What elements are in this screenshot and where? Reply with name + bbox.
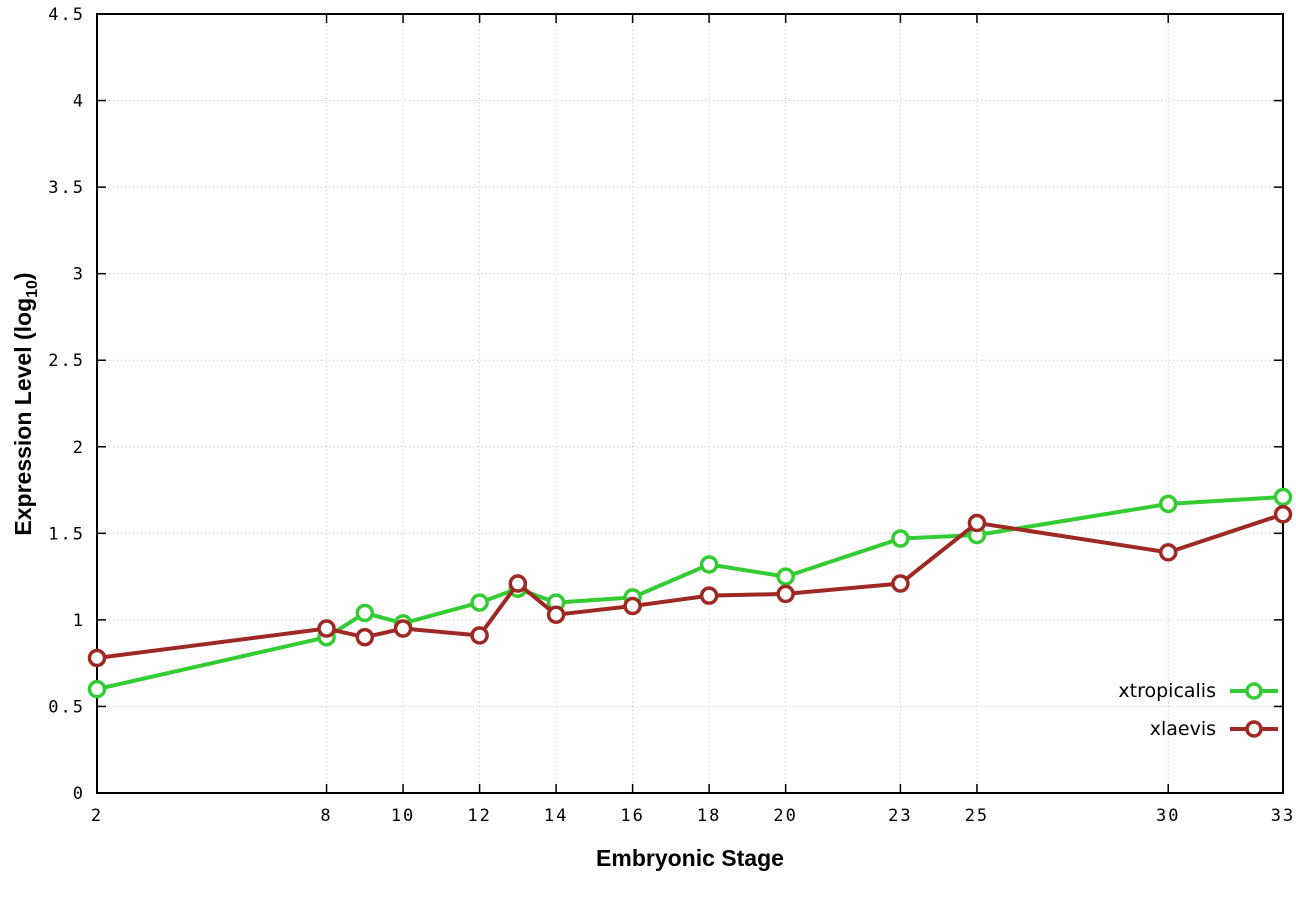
x-tick-label: 20 <box>773 806 797 826</box>
series-xlaevis <box>87 505 1293 668</box>
data-point-marker <box>355 627 375 647</box>
y-tick-label: 0.5 <box>48 697 85 717</box>
y-tick-label: 0 <box>73 784 85 804</box>
x-axis-title: Embryonic Stage <box>596 845 784 871</box>
legend-label: xlaevis <box>1149 718 1216 740</box>
data-point-marker <box>776 584 795 604</box>
data-point-marker <box>470 593 489 612</box>
x-tick-label: 30 <box>1156 806 1180 826</box>
data-point-marker <box>623 596 642 616</box>
data-point-marker <box>1158 494 1178 514</box>
legend-marker-icon <box>1230 720 1278 738</box>
y-tick-label: 2 <box>73 438 85 458</box>
data-point-marker <box>1273 487 1293 507</box>
y-tick-label: 4 <box>73 92 85 112</box>
x-tick-labels: 2 8 10 12 14 16 18 20 23 25 30 33 <box>91 806 1295 826</box>
tick-marks <box>96 13 1284 794</box>
data-point-marker <box>508 574 528 593</box>
data-point-marker <box>317 619 336 638</box>
data-point-marker <box>891 574 910 593</box>
y-axis-title-subscript: 10 <box>23 280 41 298</box>
y-tick-label: 3 <box>73 265 85 285</box>
data-point-marker <box>355 603 375 623</box>
x-tick-label: 14 <box>544 806 568 826</box>
grid <box>96 13 1284 794</box>
series-line <box>96 512 1284 660</box>
legend-item: xtropicalis <box>1118 672 1280 710</box>
data-point-marker <box>87 648 107 668</box>
x-tick-label: 23 <box>888 806 912 826</box>
data-point-marker <box>699 586 719 605</box>
series-line <box>96 494 1284 692</box>
data-point-marker <box>470 626 489 645</box>
data-point-marker <box>776 567 795 586</box>
y-axis-title-close: ) <box>10 272 37 281</box>
y-tick-label: 2.5 <box>48 351 85 371</box>
legend: xtropicalis xlaevis <box>1118 672 1280 748</box>
data-point-marker <box>699 555 719 574</box>
y-tick-label: 4.5 <box>48 5 85 25</box>
legend-marker-icon <box>1230 682 1278 700</box>
data-point-marker <box>891 529 910 548</box>
x-tick-label: 16 <box>620 806 644 826</box>
y-axis-title: Expression Level (log10) <box>10 272 42 535</box>
x-tick-label: 33 <box>1271 806 1295 826</box>
data-point-marker <box>1158 543 1178 562</box>
y-tick-label: 1.5 <box>48 524 85 544</box>
x-tick-label: 18 <box>697 806 721 826</box>
x-tick-label: 8 <box>320 806 332 826</box>
x-tick-label: 12 <box>467 806 491 826</box>
legend-label: xtropicalis <box>1118 680 1216 702</box>
data-point-marker <box>967 513 987 533</box>
y-axis-title-text: Expression Level (log <box>10 297 37 536</box>
y-tick-label: 1 <box>73 611 85 631</box>
plot-border <box>96 13 1284 794</box>
x-tick-label: 25 <box>965 806 989 826</box>
y-tick-label: 3.5 <box>48 178 85 198</box>
x-tick-label: 10 <box>391 806 415 826</box>
data-point-marker <box>87 679 107 699</box>
data-point-marker <box>546 605 566 624</box>
data-point-marker <box>1273 505 1293 524</box>
x-tick-label: 2 <box>91 806 103 826</box>
y-tick-labels: 0 0.5 1 1.5 2 2.5 3 3.5 4 4.5 <box>48 5 85 804</box>
data-point-marker <box>393 619 413 638</box>
series-xtropicalis <box>87 487 1293 699</box>
legend-item: xlaevis <box>1118 710 1280 748</box>
